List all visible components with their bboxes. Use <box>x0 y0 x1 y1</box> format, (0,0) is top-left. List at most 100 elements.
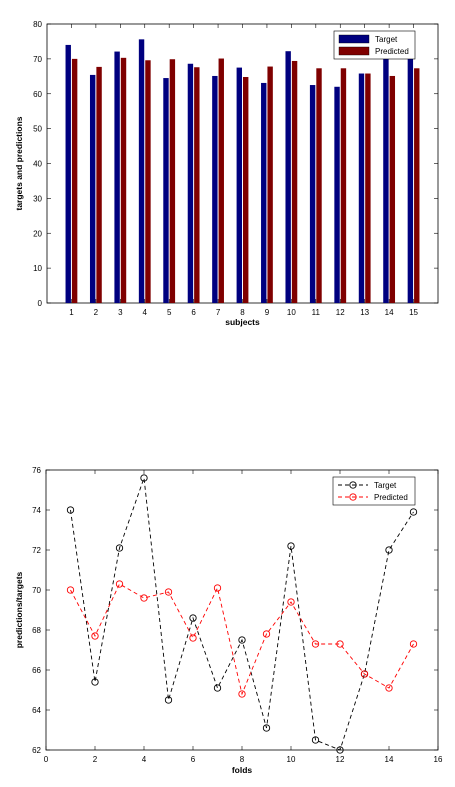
bar-predicted-9 <box>267 66 273 303</box>
bar-y-tick-label: 20 <box>33 229 42 238</box>
line-point-target-14 <box>385 546 393 554</box>
line-point-predicted-3 <box>115 580 124 588</box>
line-x-tick-label: 16 <box>434 755 443 764</box>
bar-target-15 <box>407 45 414 304</box>
line-point-predicted-13 <box>360 670 369 678</box>
bar-predicted-13 <box>365 73 371 304</box>
line-x-tick-label: 6 <box>191 755 196 764</box>
bar-predicted-6 <box>194 67 200 304</box>
line-point-target-12 <box>336 746 344 754</box>
bar-y-tick-label: 80 <box>33 20 42 29</box>
line-y-tick-label: 66 <box>32 666 41 675</box>
line-y-tick-label: 74 <box>32 506 41 515</box>
line-plot-area <box>45 469 439 751</box>
line-point-predicted-4 <box>140 594 148 602</box>
line-point-target-11 <box>311 736 320 744</box>
bar-target-14 <box>383 51 389 304</box>
bar-x-tick-label: 12 <box>336 308 345 317</box>
line-y-axis-label: predictions/targets <box>14 571 24 648</box>
bar-plot-area <box>46 23 439 304</box>
bar-predicted-5 <box>169 59 176 303</box>
line-legend-box <box>332 476 416 506</box>
bar-predicted-8 <box>243 77 249 303</box>
line-x-tick-label: 0 <box>44 755 49 764</box>
bar-target-2 <box>89 74 96 303</box>
line-x-tick-label: 10 <box>287 755 296 764</box>
line-y-tick-label: 72 <box>32 546 41 555</box>
line-point-target-1 <box>66 506 75 514</box>
line-y-tick-label: 76 <box>32 466 41 475</box>
bar-predicted-4 <box>145 60 151 303</box>
line-point-predicted-12 <box>336 640 344 648</box>
bar-target-11 <box>309 85 316 303</box>
bar-legend-label-predicted: Predicted <box>375 47 409 56</box>
bar-predicted-11 <box>316 68 322 303</box>
bar-target-6 <box>187 63 194 303</box>
bar-x-tick-label: 14 <box>385 308 394 317</box>
bar-x-tick-label: 7 <box>216 308 221 317</box>
line-x-axis-label: folds <box>232 765 253 775</box>
bar-x-tick-label: 13 <box>360 308 369 317</box>
bar-y-tick-label: 60 <box>33 90 42 99</box>
line-point-predicted-6 <box>189 634 197 642</box>
bar-legend-swatch-predicted <box>338 46 370 56</box>
bar-y-axis-label: targets and predictions <box>14 116 24 210</box>
bar-predicted-12 <box>340 68 347 303</box>
bar-target-7 <box>212 75 218 304</box>
line-point-predicted-14 <box>385 684 393 692</box>
bar-y-tick-label: 70 <box>33 55 42 64</box>
bar-x-tick-label: 3 <box>118 308 123 317</box>
bar-target-13 <box>358 73 365 304</box>
line-x-tick-label: 12 <box>336 755 345 764</box>
bar-target-3 <box>114 51 120 303</box>
bar-x-tick-label: 2 <box>94 308 99 317</box>
line-point-predicted-5 <box>164 588 173 596</box>
line-x-tick-label: 2 <box>93 755 98 764</box>
line-x-tick-label: 14 <box>385 755 394 764</box>
bar-predicted-15 <box>414 68 420 303</box>
line-point-predicted-11 <box>311 640 320 648</box>
bar-target-9 <box>261 82 267 303</box>
bar-y-tick-label: 10 <box>33 264 42 273</box>
bar-predicted-7 <box>218 58 224 304</box>
bar-x-tick-label: 10 <box>287 308 296 317</box>
line-point-predicted-15 <box>409 640 418 648</box>
bar-legend-swatch-target <box>338 34 370 44</box>
line-point-target-6 <box>189 614 197 622</box>
line-y-tick-label: 62 <box>32 746 41 755</box>
bar-x-tick-label: 5 <box>167 308 172 317</box>
bar-y-tick-label: 30 <box>33 194 42 203</box>
bar-x-tick-label: 8 <box>240 308 245 317</box>
bar-x-tick-label: 4 <box>143 308 148 317</box>
line-point-target-4 <box>140 474 148 482</box>
line-point-target-10 <box>287 542 295 550</box>
line-x-tick-label: 8 <box>240 755 245 764</box>
bar-x-tick-label: 11 <box>312 308 321 317</box>
line-point-predicted-9 <box>262 630 271 638</box>
line-point-target-2 <box>91 678 99 686</box>
line-legend-label-target: Target <box>374 481 397 490</box>
line-y-tick-label: 64 <box>32 706 41 715</box>
bar-x-tick-label: 6 <box>191 308 196 317</box>
bar-target-5 <box>163 78 169 304</box>
bar-y-tick-label: 50 <box>33 125 42 134</box>
bar-legend-label-target: Target <box>375 35 398 44</box>
bar-target-12 <box>334 86 340 304</box>
bar-target-4 <box>138 39 145 303</box>
bar-target-10 <box>285 51 291 303</box>
line-point-target-9 <box>262 724 271 732</box>
line-point-predicted-10 <box>287 598 295 606</box>
bar-x-tick-label: 1 <box>69 308 74 317</box>
bar-y-tick-label: 40 <box>33 160 42 169</box>
bar-x-axis-label: subjects <box>225 317 260 327</box>
bar-predicted-10 <box>291 60 298 303</box>
bar-y-tick-label: 0 <box>38 299 43 308</box>
line-point-target-5 <box>164 696 173 704</box>
bar-predicted-14 <box>389 75 396 304</box>
line-point-predicted-7 <box>213 584 222 592</box>
bar-x-tick-label: 9 <box>265 308 270 317</box>
line-legend-label-predicted: Predicted <box>374 493 408 502</box>
bar-predicted-3 <box>120 57 127 303</box>
